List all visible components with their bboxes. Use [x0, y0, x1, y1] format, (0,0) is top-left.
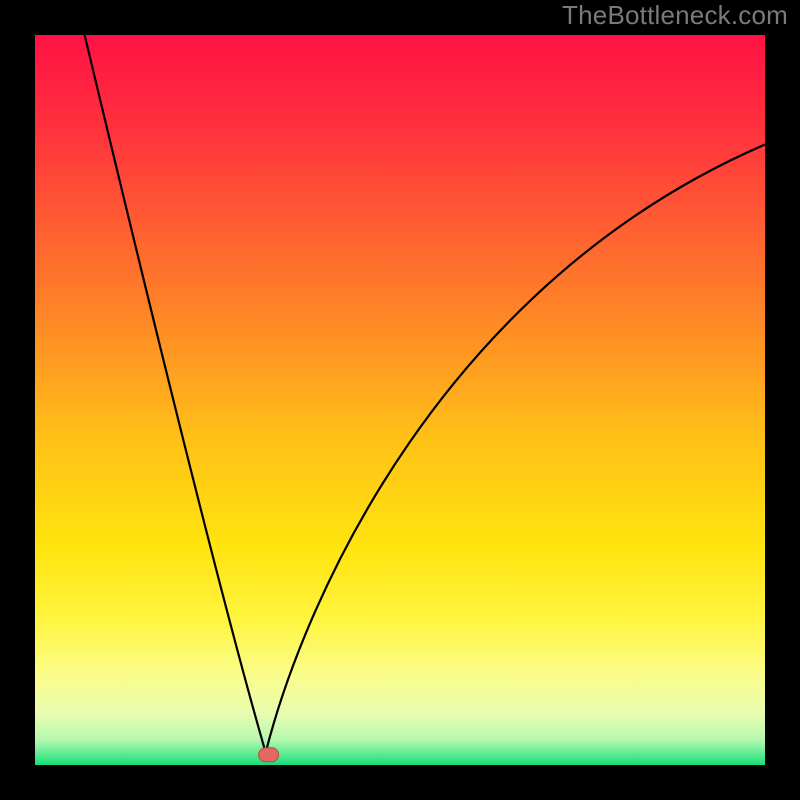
watermark-text: TheBottleneck.com — [562, 0, 788, 31]
plot-background — [35, 35, 765, 765]
chart-container: TheBottleneck.com — [0, 0, 800, 800]
sweetspot-marker — [259, 748, 279, 762]
bottleneck-chart — [0, 0, 800, 800]
